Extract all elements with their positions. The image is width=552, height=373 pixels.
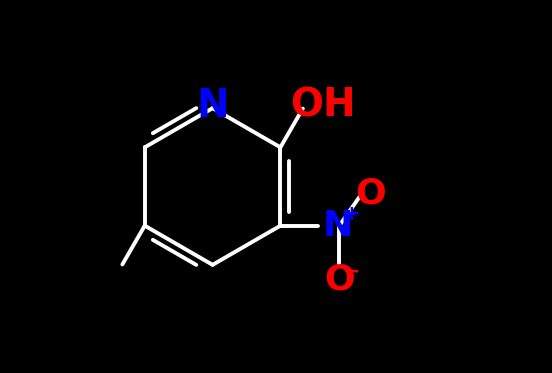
Text: O: O [324,262,355,296]
Text: OH: OH [290,87,356,125]
Text: −: − [343,261,360,282]
Text: N: N [197,87,229,125]
Text: N: N [322,209,353,243]
Text: O: O [355,177,385,211]
Text: +: + [342,204,360,224]
